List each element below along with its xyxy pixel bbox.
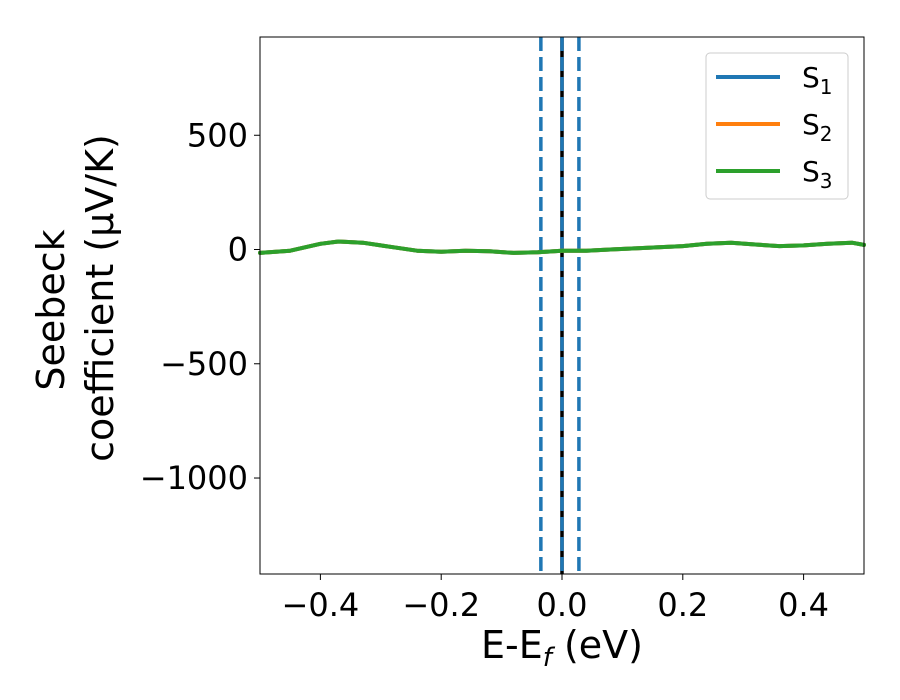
plot-area <box>258 37 866 574</box>
x-tick-label: 0.2 <box>657 586 708 624</box>
series-line-s3 <box>258 239 866 255</box>
x-tick-label: −0.2 <box>402 586 480 624</box>
legend-label-s1: S1 <box>802 61 833 99</box>
x-tick-label: 0.4 <box>778 586 829 624</box>
x-tick-label: −0.4 <box>282 586 360 624</box>
y-tick-label: −500 <box>160 345 248 383</box>
x-tick-label: 0.0 <box>537 586 588 624</box>
axis-ticks: −0.4 −0.2 0.0 0.2 0.4 500 0 −500 −1000 <box>140 116 829 624</box>
y-axis-title-line2: coefficient (μV/K) <box>78 134 122 462</box>
y-tick-label: −1000 <box>140 459 248 497</box>
legend-label-s2: S2 <box>802 108 833 146</box>
y-tick-label: 0 <box>228 231 248 269</box>
y-axis-title-line1: Seebeck <box>29 229 73 390</box>
legend: S1 S2 S3 <box>705 52 849 200</box>
x-axis-title: E-Ef (eV) <box>481 623 643 673</box>
legend-label-s3: S3 <box>802 155 833 193</box>
y-tick-label: 500 <box>187 116 248 154</box>
